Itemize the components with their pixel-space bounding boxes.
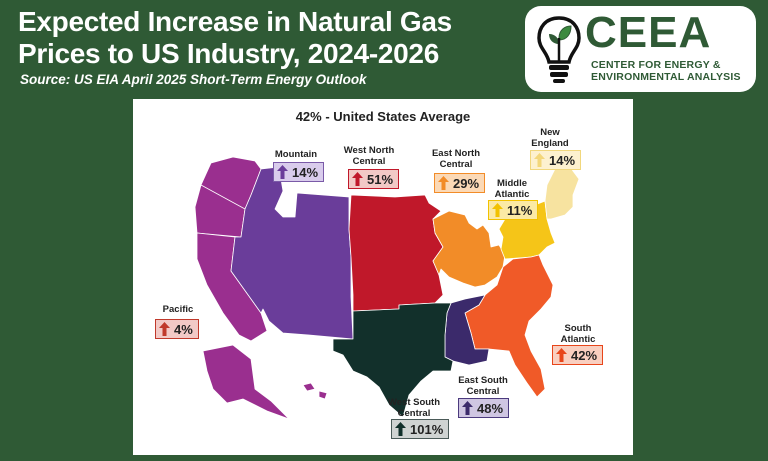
- page-title: Expected Increase in Natural Gas Prices …: [18, 6, 518, 70]
- label-south-atlantic: South Atlantic: [555, 323, 601, 345]
- label-middle-atlantic: Middle Atlantic: [490, 178, 534, 200]
- lightbulb-leaf-icon: [537, 16, 581, 83]
- logo-subtitle-1: CENTER FOR ENERGY &: [591, 59, 721, 71]
- label-line: East North: [431, 148, 481, 159]
- label-line: Atlantic: [560, 334, 596, 345]
- up-arrow-icon: [534, 153, 545, 167]
- badge-middle-atlantic: 11%: [488, 200, 539, 220]
- label-line: Central: [352, 156, 386, 167]
- value-mountain: 14%: [292, 164, 319, 180]
- badge-west-north-central: 51%: [348, 169, 400, 189]
- label-line: Central: [397, 408, 431, 419]
- badge-east-north-central: 29%: [434, 173, 486, 193]
- label-west-south-central: West South Central: [383, 397, 445, 419]
- title-line-2: Prices to US Industry, 2024-2026: [18, 38, 439, 69]
- logo-name: CEEA: [585, 8, 712, 57]
- label-line: Atlantic: [494, 189, 530, 200]
- label-line: East South: [458, 375, 508, 386]
- region-west-north-central: [348, 194, 444, 312]
- region-west-south-central: [332, 302, 454, 418]
- region-east-north-central: [432, 210, 506, 288]
- label-east-south-central: East South Central: [453, 375, 513, 397]
- up-arrow-icon: [395, 422, 406, 436]
- label-line: South: [564, 323, 592, 334]
- value-middle-atlantic: 11%: [507, 202, 533, 218]
- value-new-england: 14%: [549, 152, 576, 168]
- up-arrow-icon: [159, 322, 170, 336]
- badge-new-england: 14%: [530, 150, 582, 170]
- value-pacific: 4%: [174, 321, 193, 337]
- badge-west-south-central: 101%: [391, 419, 450, 439]
- up-arrow-icon: [556, 348, 567, 362]
- up-arrow-icon: [462, 401, 473, 415]
- region-new-england: [544, 160, 580, 220]
- label-east-north-central: East North Central: [426, 148, 486, 170]
- badge-mountain: 14%: [273, 162, 325, 182]
- region-pacific-hawaii: [302, 382, 328, 400]
- region-middle-atlantic: [498, 200, 556, 260]
- value-east-north-central: 29%: [453, 175, 480, 191]
- map-card: 42% - United States Average: [133, 99, 633, 455]
- value-west-north-central: 51%: [367, 171, 394, 187]
- label-mountain: Mountain: [274, 149, 318, 160]
- label-line: England: [531, 138, 569, 149]
- map-title: 42% - United States Average: [295, 109, 471, 124]
- label-west-north-central: West North Central: [341, 145, 397, 167]
- label-line: West North: [343, 145, 395, 156]
- up-arrow-icon: [277, 165, 288, 179]
- label-new-england: New England: [530, 127, 570, 149]
- value-south-atlantic: 42%: [571, 347, 598, 363]
- label-pacific: Pacific: [162, 304, 194, 315]
- label-line: New: [540, 127, 560, 138]
- up-arrow-icon: [492, 203, 503, 217]
- logo-subtitle-2: ENVIRONMENTAL ANALYSIS: [591, 71, 741, 83]
- badge-east-south-central: 48%: [458, 398, 510, 418]
- title-line-1: Expected Increase in Natural Gas: [18, 6, 452, 37]
- badge-south-atlantic: 42%: [552, 345, 604, 365]
- region-pacific-alaska: [202, 344, 290, 420]
- value-east-south-central: 48%: [477, 400, 504, 416]
- label-line: Middle: [496, 178, 528, 189]
- up-arrow-icon: [352, 172, 363, 186]
- value-west-south-central: 101%: [410, 421, 444, 437]
- ceea-logo: CEEA CENTER FOR ENERGY & ENVIRONMENTAL A…: [525, 6, 756, 92]
- up-arrow-icon: [438, 176, 449, 190]
- source-caption: Source: US EIA April 2025 Short-Term Ene…: [20, 72, 367, 87]
- label-line: Central: [439, 159, 473, 170]
- badge-pacific: 4%: [155, 319, 199, 339]
- label-line: West South: [387, 397, 441, 408]
- label-line: Central: [466, 386, 500, 397]
- us-region-map: [194, 156, 580, 420]
